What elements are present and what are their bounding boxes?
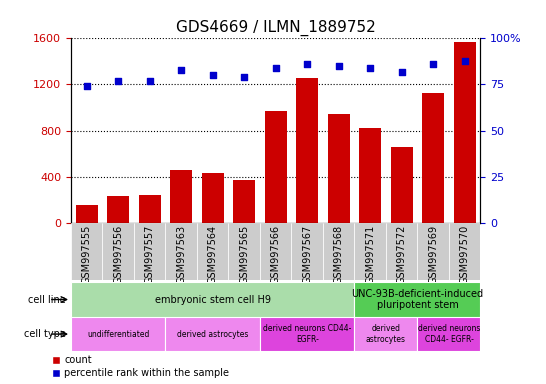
Point <box>240 74 248 80</box>
Point <box>334 63 343 69</box>
Bar <box>386 223 418 280</box>
Legend: count, percentile rank within the sample: count, percentile rank within the sample <box>49 351 233 382</box>
Text: GSM997563: GSM997563 <box>176 224 186 283</box>
Point <box>303 61 312 67</box>
Bar <box>71 282 354 317</box>
Text: GSM997555: GSM997555 <box>82 224 92 284</box>
Bar <box>233 180 256 223</box>
Bar <box>296 78 318 223</box>
Bar <box>76 205 98 223</box>
Bar <box>292 223 323 280</box>
Bar <box>134 223 165 280</box>
Text: GSM997557: GSM997557 <box>145 224 155 284</box>
Text: derived neurons
CD44- EGFR-: derived neurons CD44- EGFR- <box>418 324 480 344</box>
Bar <box>197 223 228 280</box>
Text: derived
astrocytes: derived astrocytes <box>366 324 406 344</box>
Point <box>429 61 437 67</box>
Text: embryonic stem cell H9: embryonic stem cell H9 <box>155 295 271 305</box>
Bar <box>422 93 444 223</box>
Text: UNC-93B-deficient-induced
pluripotent stem: UNC-93B-deficient-induced pluripotent st… <box>352 289 484 310</box>
Bar <box>418 223 449 280</box>
Text: GSM997570: GSM997570 <box>460 224 470 284</box>
Bar <box>165 317 260 351</box>
Point <box>397 68 406 74</box>
Bar <box>71 317 165 351</box>
Bar <box>260 317 354 351</box>
Text: cell line: cell line <box>28 295 66 305</box>
Bar <box>354 223 386 280</box>
Text: GSM997571: GSM997571 <box>365 224 375 284</box>
Text: GSM997567: GSM997567 <box>302 224 312 284</box>
Text: GSM997566: GSM997566 <box>271 224 281 283</box>
Bar <box>201 173 224 223</box>
Bar <box>354 282 480 317</box>
Bar <box>391 147 413 223</box>
Bar <box>449 223 480 280</box>
Bar <box>139 195 161 223</box>
Bar <box>260 223 292 280</box>
Bar <box>165 223 197 280</box>
Bar <box>359 128 381 223</box>
Bar <box>103 223 134 280</box>
Text: GSM997568: GSM997568 <box>334 224 344 283</box>
Text: derived astrocytes: derived astrocytes <box>177 329 248 339</box>
Point <box>209 72 217 78</box>
Text: GSM997565: GSM997565 <box>239 224 249 284</box>
Text: cell type: cell type <box>23 329 66 339</box>
Bar <box>228 223 260 280</box>
Point <box>114 78 123 84</box>
Point <box>460 58 469 64</box>
Bar <box>107 196 129 223</box>
Title: GDS4669 / ILMN_1889752: GDS4669 / ILMN_1889752 <box>176 20 376 36</box>
Bar <box>170 170 192 223</box>
Point <box>271 65 280 71</box>
Point <box>82 83 91 89</box>
Bar <box>454 42 476 223</box>
Text: GSM997564: GSM997564 <box>207 224 218 283</box>
Point <box>366 65 375 71</box>
Text: derived neurons CD44-
EGFR-: derived neurons CD44- EGFR- <box>263 324 352 344</box>
Bar <box>328 114 350 223</box>
Bar <box>323 223 354 280</box>
Text: GSM997569: GSM997569 <box>428 224 438 283</box>
Point <box>145 78 154 84</box>
Bar <box>265 111 287 223</box>
Bar <box>418 317 480 351</box>
Text: GSM997572: GSM997572 <box>397 224 407 284</box>
Bar <box>354 317 418 351</box>
Bar <box>71 223 103 280</box>
Text: undifferentiated: undifferentiated <box>87 329 150 339</box>
Text: GSM997556: GSM997556 <box>113 224 123 284</box>
Point <box>177 67 186 73</box>
